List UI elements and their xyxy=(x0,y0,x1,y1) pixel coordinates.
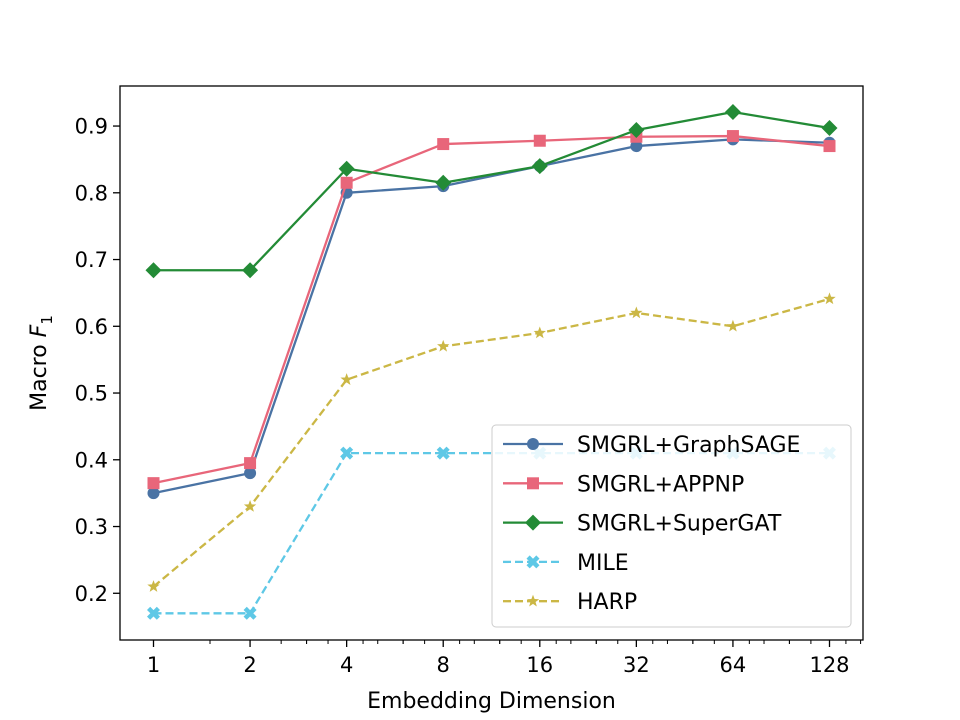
x-axis: 1 2 4 8 16 32 64 128 xyxy=(147,640,862,677)
legend-item-supergat: SMGRL+SuperGAT xyxy=(503,512,782,537)
data-point-appnp xyxy=(726,130,739,143)
y-axis: 0.2 0.3 0.4 0.5 0.6 0.7 0.8 0.9 xyxy=(75,115,120,606)
data-point-appnp xyxy=(533,134,546,147)
data-point-appnp xyxy=(340,176,353,189)
legend-label-supergat: SMGRL+SuperGAT xyxy=(577,512,782,537)
series-line-graphsage xyxy=(153,138,830,495)
data-point-harp xyxy=(823,292,836,305)
x-axis-label: Embedding Dimension xyxy=(367,689,616,714)
x-tick-label: 4 xyxy=(340,653,353,677)
series-line-supergat xyxy=(153,110,830,272)
data-point-supergat xyxy=(338,160,355,177)
legend-label-mile: MILE xyxy=(577,551,629,576)
data-point-harp xyxy=(340,373,353,385)
legend-label-graphsage: SMGRL+GraphSAGE xyxy=(577,433,800,458)
data-point-supergat xyxy=(628,122,645,139)
data-point-appnp xyxy=(244,457,257,470)
legend-marker-appnp xyxy=(527,477,539,490)
x-tick-label: 64 xyxy=(720,653,747,677)
data-point-harp xyxy=(726,319,740,332)
legend-item-graphsage: SMGRL+GraphSAGE xyxy=(503,433,800,458)
data-point-appnp xyxy=(437,138,450,151)
data-point-supergat xyxy=(821,120,838,137)
data-point-appnp xyxy=(823,140,836,153)
legend-label-harp: HARP xyxy=(577,590,637,615)
y-tick-label: 0.9 xyxy=(75,115,108,139)
y-axis-label-sub: 1 xyxy=(38,315,56,325)
data-point-harp xyxy=(147,580,160,592)
series-line-harp xyxy=(152,297,830,588)
x-tick-label: 128 xyxy=(809,653,849,677)
series-line-appnp xyxy=(153,134,830,485)
data-point-graphsage xyxy=(630,140,643,153)
y-tick-label: 0.4 xyxy=(75,448,108,472)
data-point-supergat xyxy=(145,262,162,279)
legend-marker-harp xyxy=(526,594,540,607)
x-tick-label: 8 xyxy=(437,653,450,677)
series-appnp xyxy=(147,130,836,490)
legend-item-harp: HARP xyxy=(503,590,637,615)
data-point-mile xyxy=(436,446,450,460)
legend-marker-mile xyxy=(526,555,540,569)
y-tick-label: 0.7 xyxy=(75,248,108,272)
legend: SMGRL+GraphSAGE SMGRL+APPNP SMGRL+SuperGAT… xyxy=(491,424,852,628)
y-axis-label-var: F xyxy=(27,324,52,337)
data-point-supergat xyxy=(242,262,259,279)
legend-label-appnp: SMGRL+APPNP xyxy=(577,472,744,497)
legend-box xyxy=(491,424,852,628)
data-point-mile xyxy=(147,606,160,620)
data-point-harp xyxy=(630,306,643,319)
x-tick-label: 2 xyxy=(243,653,256,677)
data-point-harp xyxy=(533,326,546,339)
legend-marker-supergat xyxy=(525,514,541,531)
plot-frame xyxy=(119,85,864,641)
y-tick-label: 0.8 xyxy=(75,181,108,205)
x-tick-label: 16 xyxy=(526,653,553,677)
y-axis-label-main: Macro xyxy=(27,337,52,411)
x-tick-label: 32 xyxy=(623,653,650,677)
y-tick-label: 0.3 xyxy=(75,515,108,539)
y-axis-label: Macro F1 xyxy=(27,315,56,411)
legend-item-mile: MILE xyxy=(503,551,629,576)
y-tick-label: 0.6 xyxy=(75,315,108,339)
y-tick-label: 0.5 xyxy=(75,382,108,406)
data-point-supergat xyxy=(724,104,741,121)
y-tick-label: 0.2 xyxy=(75,582,108,606)
data-point-mile xyxy=(340,446,354,460)
legend-item-appnp: SMGRL+APPNP xyxy=(503,472,744,497)
x-tick-label: 1 xyxy=(147,653,160,677)
legend-marker-graphsage xyxy=(527,438,539,450)
series-harp xyxy=(147,292,836,592)
data-point-harp xyxy=(437,339,450,352)
data-point-supergat xyxy=(435,174,452,191)
data-point-mile xyxy=(243,606,257,620)
data-point-harp xyxy=(243,500,257,512)
data-point-supergat xyxy=(531,158,548,175)
series-supergat xyxy=(145,104,838,279)
data-point-graphsage xyxy=(244,467,257,480)
data-point-graphsage xyxy=(147,487,160,500)
data-point-appnp xyxy=(147,477,160,490)
